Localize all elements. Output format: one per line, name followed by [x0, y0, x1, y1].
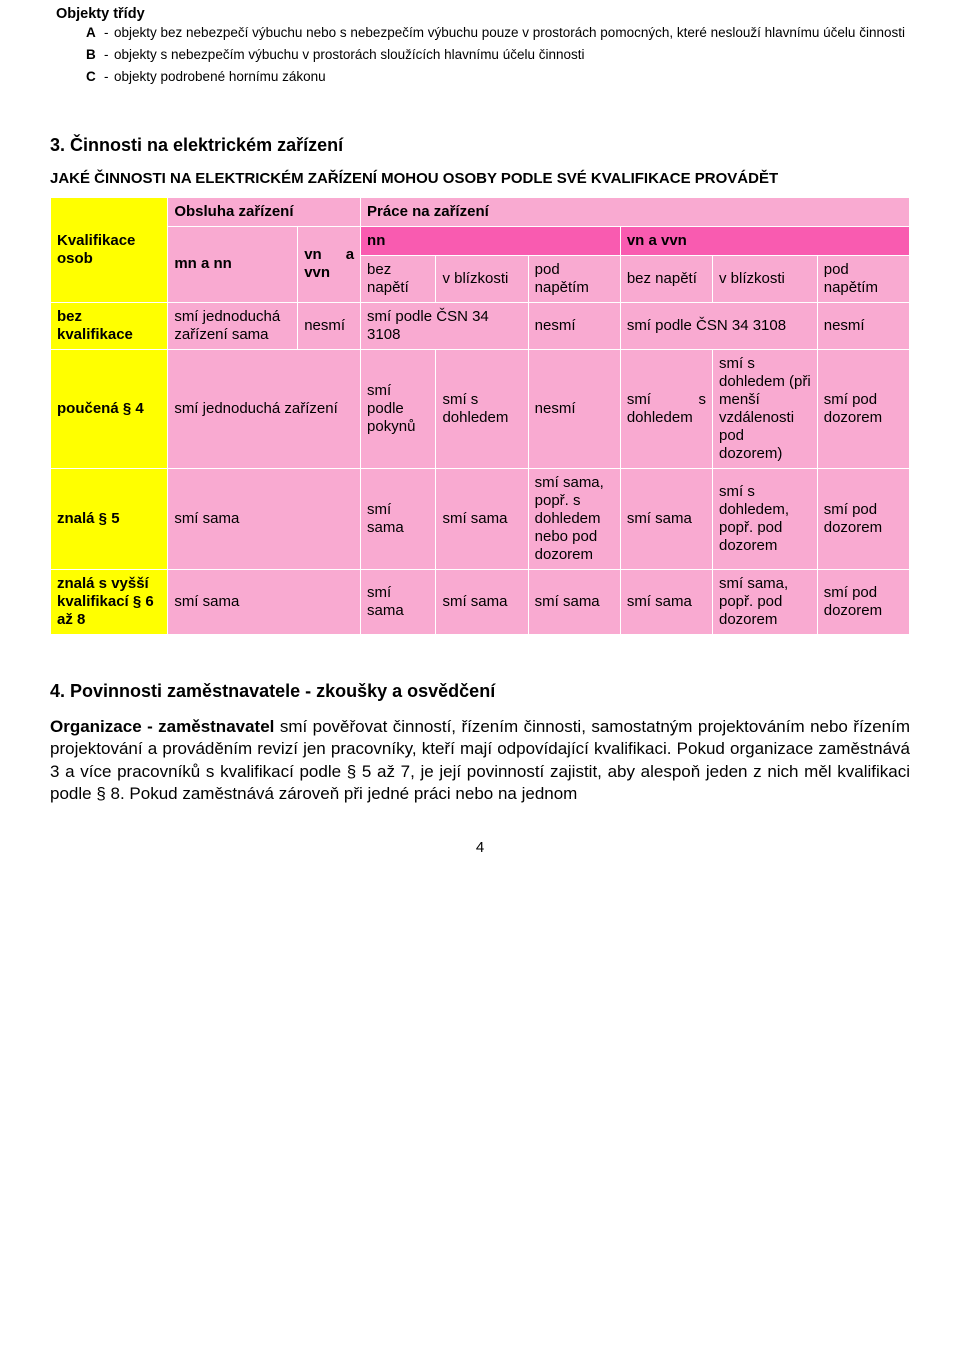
- section-4-heading: 4. Povinnosti zaměstnavatele - zkoušky a…: [50, 681, 910, 702]
- cell: smí sama, popř. pod dozorem: [712, 569, 817, 634]
- cell: nesmí: [817, 302, 909, 349]
- section-4-paragraph: Organizace - zaměstnavatel smí pověřovat…: [50, 716, 910, 806]
- objekty-text-a: objekty bez nebezpečí výbuchu nebo s neb…: [114, 24, 910, 42]
- objekty-sep: -: [104, 68, 114, 86]
- cell: smí s dohledem: [620, 349, 712, 468]
- section-4-lead-bold: Organizace - zaměstnavatel: [50, 717, 274, 736]
- objekty-sep: -: [104, 46, 114, 64]
- cell: smí sama, popř. s dohledem nebo pod dozo…: [528, 468, 620, 569]
- section-3-subheading: JAKÉ ČINNOSTI NA ELEKTRICKÉM ZAŘÍZENÍ MO…: [50, 170, 910, 187]
- table-row-znala-vyssi: znalá s vyšší kvalifikací § 6 až 8 smí s…: [51, 569, 910, 634]
- page-number: 4: [50, 839, 910, 856]
- objekty-item-a: A - objekty bez nebezpečí výbuchu nebo s…: [86, 24, 910, 42]
- table-row-bez-kvalifikace: bez kvalifikace smí jednoduchá zařízení …: [51, 302, 910, 349]
- cell: smí jednoduchá zařízení sama: [168, 302, 298, 349]
- objekty-label-a: A: [86, 24, 104, 42]
- cell: smí s dohledem: [436, 349, 528, 468]
- cell: smí sama: [168, 569, 361, 634]
- th-mn-nn: mn a nn: [168, 226, 298, 302]
- section-4-num: 4.: [50, 681, 65, 701]
- th-v-blizkosti-1: v blízkosti: [436, 255, 528, 302]
- cell: smí sama: [361, 468, 436, 569]
- cell: smí sama: [620, 468, 712, 569]
- cell: smí sama: [436, 468, 528, 569]
- table-row-znala: znalá § 5 smí sama smí sama smí sama smí…: [51, 468, 910, 569]
- cell: smí pod dozorem: [817, 468, 909, 569]
- cell: smí sama: [436, 569, 528, 634]
- cell: nesmí: [528, 302, 620, 349]
- cell: nesmí: [298, 302, 361, 349]
- th-pod-napetim-2: pod napětím: [817, 255, 909, 302]
- objekty-list: A - objekty bez nebezpečí výbuchu nebo s…: [86, 24, 910, 87]
- row-label-poucena: poučená § 4: [51, 349, 168, 468]
- th-obsluha: Obsluha zařízení: [168, 197, 361, 226]
- cell: smí sama: [168, 468, 361, 569]
- row-label-bezkval: bez kvalifikace: [51, 302, 168, 349]
- th-nn: nn: [361, 226, 621, 255]
- objekty-label-c: C: [86, 68, 104, 86]
- objekty-tridy-heading: Objekty třídy: [56, 6, 910, 22]
- row-label-znala: znalá § 5: [51, 468, 168, 569]
- cell: smí sama: [361, 569, 436, 634]
- section-4-title: Povinnosti zaměstnavatele - zkoušky a os…: [70, 681, 495, 701]
- cell: smí podle ČSN 34 3108: [361, 302, 529, 349]
- th-bez-napeti-2: bez napětí: [620, 255, 712, 302]
- objekty-item-c: C - objekty podrobené hornímu zákonu: [86, 68, 910, 86]
- cell: smí jednoduchá zařízení: [168, 349, 361, 468]
- qualification-table: Kvalifikace osob Obsluha zařízení Práce …: [50, 197, 910, 635]
- cell: smí pod dozorem: [817, 349, 909, 468]
- cell: smí podle ČSN 34 3108: [620, 302, 817, 349]
- th-v-blizkosti-2: v blízkosti: [712, 255, 817, 302]
- cell: smí s dohledem, popř. pod dozorem: [712, 468, 817, 569]
- th-vn-vvn-obsluha: vn a vvn: [298, 226, 361, 302]
- table-row-head-2: mn a nn vn a vvn nn vn a vvn: [51, 226, 910, 255]
- objekty-item-b: B - objekty s nebezpečím výbuchu v prost…: [86, 46, 910, 64]
- cell: smí podle pokynů: [361, 349, 436, 468]
- cell: smí pod dozorem: [817, 569, 909, 634]
- th-pod-napetim-1: pod napětím: [528, 255, 620, 302]
- th-vn-a-vvn: vn a vvn: [620, 226, 909, 255]
- th-prace: Práce na zařízení: [361, 197, 910, 226]
- cell: smí s dohledem (při menší vzdálenosti po…: [712, 349, 817, 468]
- cell: smí sama: [620, 569, 712, 634]
- objekty-text-b: objekty s nebezpečím výbuchu v prostorác…: [114, 46, 910, 64]
- th-kvalifikace-osob: Kvalifikace osob: [51, 197, 168, 302]
- objekty-text-c: objekty podrobené hornímu zákonu: [114, 68, 910, 86]
- table-row-poucena: poučená § 4 smí jednoduchá zařízení smí …: [51, 349, 910, 468]
- objekty-label-b: B: [86, 46, 104, 64]
- section-3-heading: 3. Činnosti na elektrickém zařízení: [50, 135, 910, 156]
- cell: smí sama: [528, 569, 620, 634]
- row-label-znala-vyssi: znalá s vyšší kvalifikací § 6 až 8: [51, 569, 168, 634]
- table-row-head-1: Kvalifikace osob Obsluha zařízení Práce …: [51, 197, 910, 226]
- objekty-sep: -: [104, 24, 114, 42]
- th-bez-napeti-1: bez napětí: [361, 255, 436, 302]
- cell: nesmí: [528, 349, 620, 468]
